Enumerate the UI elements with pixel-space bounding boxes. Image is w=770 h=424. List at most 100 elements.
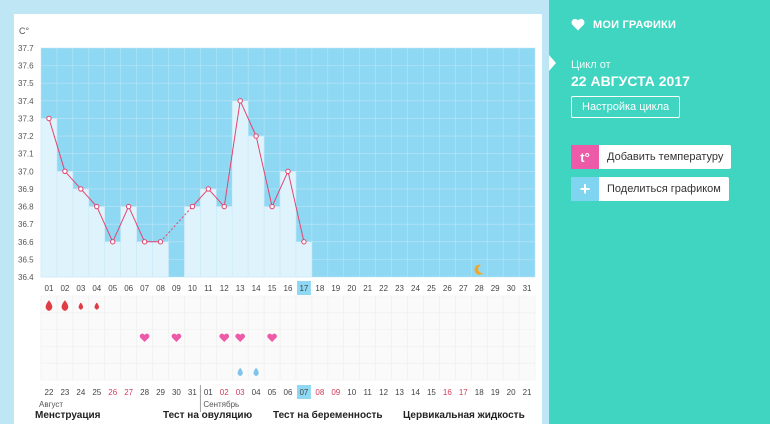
day-label: 17 [299, 284, 308, 293]
day-label: 14 [252, 284, 261, 293]
y-tick-label: 37.0 [18, 167, 34, 176]
temperature-icon-text: t° [580, 149, 590, 165]
share-chart-button[interactable]: + Поделиться графиком [571, 177, 729, 201]
add-temperature-button[interactable]: t° Добавить температуру [571, 145, 732, 169]
day-label: 24 [411, 284, 420, 293]
calendar-date-label: 18 [475, 388, 484, 397]
calendar-date-label: 23 [60, 388, 69, 397]
y-tick-label: 37.2 [18, 132, 34, 141]
category-menstruation: Менструация [35, 410, 101, 421]
day-label: 15 [268, 284, 277, 293]
temperature-bar [120, 206, 137, 278]
day-label: 12 [220, 284, 229, 293]
temperature-point [269, 203, 275, 210]
day-label: 29 [491, 284, 500, 293]
day-label: 01 [45, 284, 54, 293]
calendar-date-label: 20 [507, 388, 516, 397]
cycle-settings-button[interactable]: Настройка цикла [571, 96, 681, 118]
y-tick-label: 36.8 [18, 203, 34, 212]
temperature-line-segment [64, 170, 82, 190]
calendar-date-label: 24 [76, 388, 85, 397]
temperature-point [253, 133, 259, 139]
calendar-date-label: 31 [188, 388, 197, 397]
cycle-label: Цикл от [571, 59, 611, 71]
temperature-point [78, 186, 84, 192]
temperature-bar [279, 171, 297, 278]
day-label: 10 [188, 284, 197, 293]
ovulation-heart-icon [219, 333, 230, 342]
calendar-date-label: 30 [172, 388, 181, 397]
category-cervical-fluid: Цервикальная жидкость [403, 410, 525, 421]
plus-icon: + [571, 177, 599, 201]
temperature-bar [88, 206, 106, 278]
y-tick-label: 37.4 [18, 97, 34, 106]
calendar-date-label: 25 [92, 388, 101, 397]
calendar-date-label: 01 [204, 388, 213, 397]
day-label: 18 [315, 284, 324, 293]
day-label: 08 [156, 284, 165, 293]
heart-icon [571, 18, 585, 31]
day-label: 13 [236, 284, 245, 293]
collapse-arrow-icon[interactable] [549, 55, 556, 71]
temperature-point [62, 168, 68, 175]
my-charts-link[interactable]: МОИ ГРАФИКИ [571, 18, 676, 31]
day-label: 19 [331, 284, 340, 293]
calendar-date-label: 06 [284, 388, 293, 397]
day-label: 16 [284, 284, 293, 293]
chart-card: С° 36.4 36.5 36.6 36.7 36.8 36.9 37.0 37.1 37.2 37… [14, 14, 542, 424]
calendar-date-label: 11 [364, 388, 373, 397]
menstruation-drop-icon [61, 300, 69, 312]
share-chart-label: Поделиться графиком [599, 177, 729, 201]
y-tick-label: 36.4 [18, 273, 34, 282]
events-grid [41, 296, 535, 380]
temperature-line-segment [96, 206, 114, 242]
day-label: 31 [523, 284, 532, 293]
y-tick-label: 36.6 [18, 238, 34, 247]
calendar-date-label: 22 [45, 388, 54, 397]
temperature-point [141, 239, 148, 245]
temperature-line-segment [223, 100, 241, 207]
temperature-bar [263, 206, 281, 278]
day-label: 26 [443, 284, 452, 293]
day-label: 21 [363, 284, 372, 293]
calendar-date-label: 08 [315, 388, 324, 397]
temperature-point [221, 203, 227, 210]
temperature-bar [247, 135, 265, 278]
calendar-date-label: 09 [331, 388, 340, 397]
temperature-point [205, 186, 212, 192]
temperature-point [46, 115, 52, 122]
temperature-line-segment [128, 206, 146, 242]
temperature-line-segment [112, 206, 130, 242]
month-label: Сентябрь [203, 400, 239, 409]
menstruation-drop-icon [94, 302, 100, 310]
calendar-date-label: 28 [140, 388, 149, 397]
calendar-date-label: 16 [443, 388, 452, 397]
temperature-bar [295, 241, 313, 278]
y-tick-label: 37.5 [18, 79, 34, 88]
temperature-point [157, 239, 164, 245]
day-label: 05 [108, 284, 117, 293]
calendar-date-label: 13 [395, 388, 404, 397]
cervical-drop-icon [253, 367, 259, 377]
current-date-highlight [296, 385, 311, 399]
calendar-date-label: 14 [411, 388, 420, 397]
calendar-date-label: 26 [108, 388, 117, 397]
temperature-icon: t° [571, 145, 599, 169]
calendar-date-label: 15 [427, 388, 436, 397]
day-label: 07 [140, 284, 149, 293]
temperature-line-segment [255, 135, 273, 207]
day-label: 09 [172, 284, 181, 293]
temperature-point [94, 203, 100, 210]
temperature-bar [152, 241, 169, 278]
menstruation-drop-icon [78, 302, 84, 310]
temperature-line-segment [80, 188, 98, 207]
day-label: 02 [60, 284, 69, 293]
y-tick-label: 37.3 [18, 114, 34, 123]
temperature-bar [40, 118, 58, 278]
day-label: 04 [92, 284, 101, 293]
cycle-date: 22 АВГУСТА 2017 [571, 73, 690, 89]
day-label: 28 [475, 284, 484, 293]
y-tick-label: 37.6 [18, 62, 34, 71]
month-label: Август [39, 400, 63, 409]
day-label: 22 [379, 284, 388, 293]
